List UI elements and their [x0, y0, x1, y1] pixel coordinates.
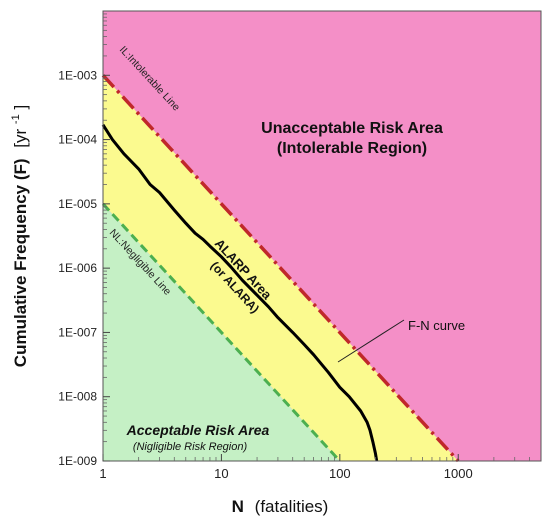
negligible-region-label: (Nigligible Risk Region) — [133, 441, 248, 453]
x-axis-title-rest: (fatalities) — [255, 497, 329, 516]
fn-curve-label: F-N curve — [408, 318, 465, 333]
y-axis-unit-exp: -1 — [10, 114, 22, 124]
y-tick-label: 1E-006 — [58, 261, 97, 275]
y-axis-unit-suffix: ] — [11, 105, 30, 110]
fn-curve-pointer — [337, 319, 405, 363]
x-tick-label: 100 — [329, 466, 351, 481]
y-tick-label: 1E-003 — [58, 68, 97, 82]
x-tick-label: 1 — [99, 466, 106, 481]
y-tick-label: 1E-008 — [58, 390, 97, 404]
axis-ticks: 1E-009 1E-008 1E-007 1E-006 1E-005 1E-004 1E-0… — [58, 13, 530, 481]
intolerable-region-label: (Intolerable Region) — [277, 140, 427, 157]
x-tick-label: 10 — [214, 466, 228, 481]
x-axis-title: N (fatalities) — [232, 497, 329, 516]
chart-lines — [101, 74, 460, 463]
y-axis-title: Cumulative Frequency (F) [yr -1 ] — [4, 105, 30, 367]
y-tick-label: 1E-007 — [58, 325, 97, 339]
intolerable-line — [101, 74, 460, 463]
y-axis-unit-prefix: [yr — [11, 128, 30, 147]
plot-frame — [102, 10, 542, 462]
y-tick-label: 1E-004 — [58, 133, 97, 147]
y-tick-label: 1E-005 — [58, 197, 97, 211]
x-tick-label: 1000 — [444, 466, 473, 481]
negligible-line — [101, 202, 341, 463]
fn-curve — [101, 123, 379, 462]
y-axis-title-main: Cumulative Frequency (F) — [11, 158, 30, 367]
y-tick-label: 1E-009 — [58, 454, 97, 468]
acceptable-area-label: Acceptable Risk Area — [126, 422, 270, 438]
unacceptable-area-label: Unacceptable Risk Area — [261, 120, 443, 137]
x-axis-title-n: N — [232, 497, 244, 516]
risk-regions — [103, 11, 541, 462]
